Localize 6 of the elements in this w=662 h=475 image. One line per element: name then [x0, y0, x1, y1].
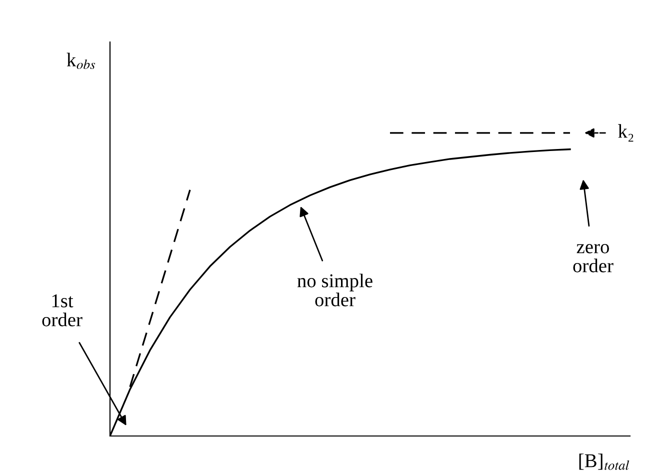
y-axis-title: k$_{obs}$	[66, 52, 96, 70]
text: 1st order	[42, 294, 82, 326]
annotation: k₂	[618, 124, 634, 142]
x-axis-title: [B]$_{total}$	[579, 454, 630, 470]
annotation: no simple order	[297, 274, 372, 306]
annotation: zero order	[573, 244, 614, 272]
